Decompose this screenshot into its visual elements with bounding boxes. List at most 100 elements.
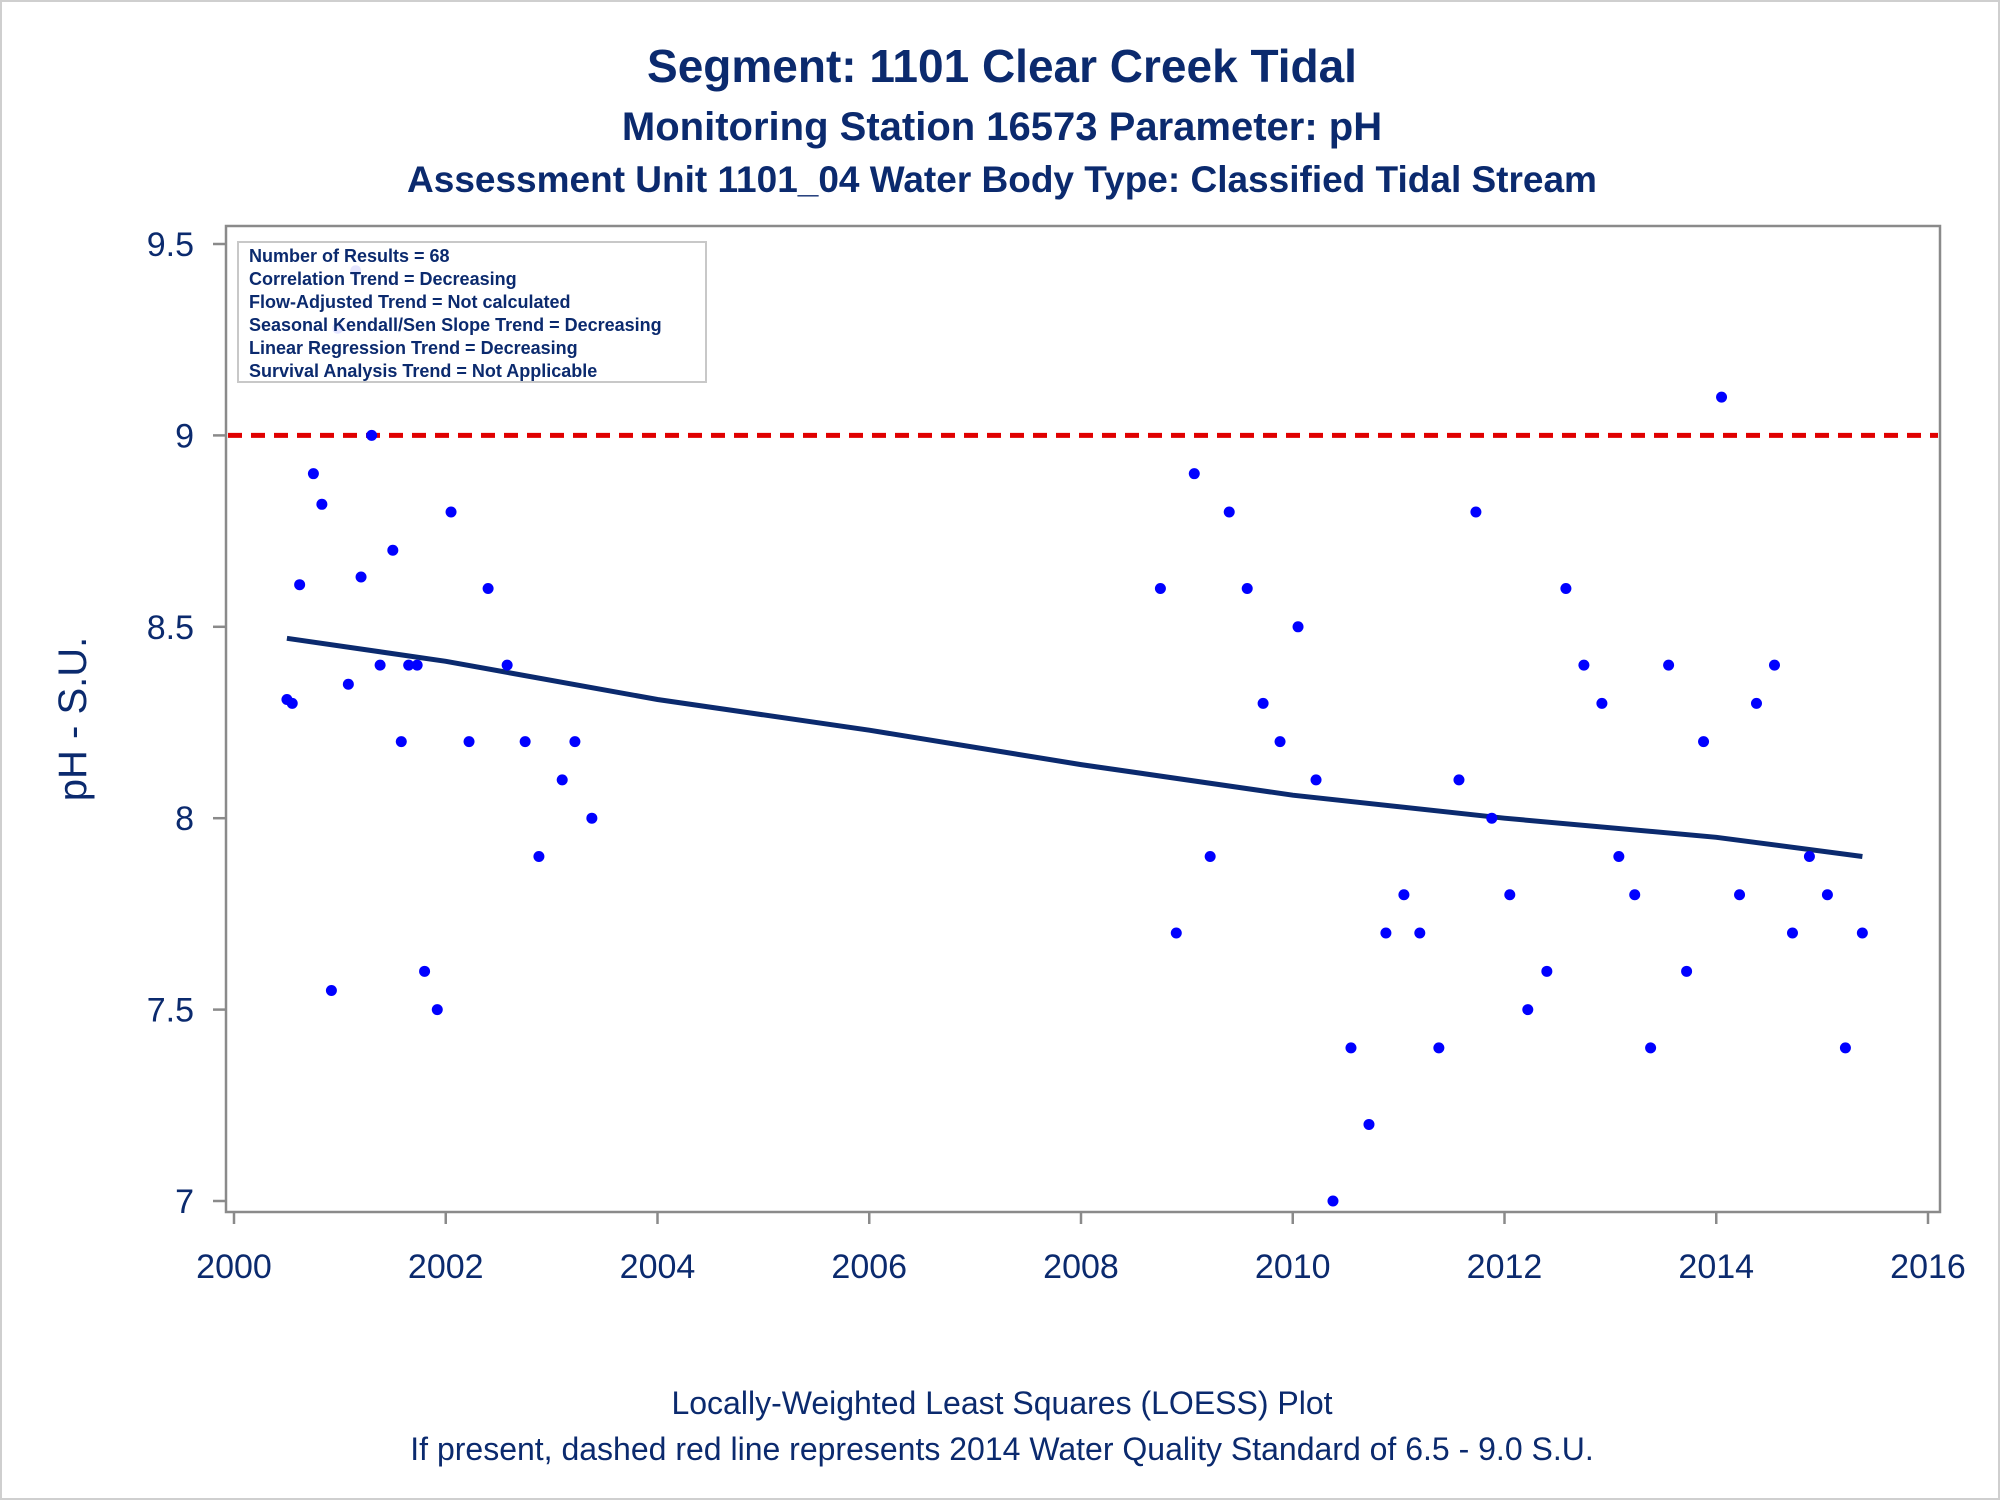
- data-point: [1681, 965, 1693, 977]
- stats-flow-adjusted-trend: Flow-Adjusted Trend = Not calculated: [249, 292, 571, 312]
- data-point: [1274, 736, 1286, 748]
- x-tick-label: 2012: [1467, 1248, 1543, 1286]
- data-point: [1170, 927, 1182, 939]
- data-point: [1470, 506, 1482, 518]
- data-point: [1486, 812, 1498, 824]
- chart-title: Segment: 1101 Clear Creek Tidal: [647, 40, 1357, 92]
- y-tick-label: 8.5: [147, 609, 194, 647]
- data-point: [1750, 697, 1762, 709]
- stats-survival-analysis-trend: Survival Analysis Trend = Not Applicable: [249, 361, 597, 381]
- data-point: [1327, 1195, 1339, 1207]
- data-point: [366, 429, 378, 441]
- data-point: [1522, 1004, 1534, 1016]
- data-points: [281, 265, 1868, 1207]
- y-tick-label: 9: [175, 417, 194, 455]
- data-point: [482, 583, 494, 595]
- trend-stats-box: Number of Results = 68 Correlation Trend…: [237, 241, 707, 383]
- data-point: [1839, 1042, 1851, 1054]
- x-axis: 2000 2002 2004 2006 2008 2010 2012 2014 2016: [196, 1212, 1966, 1286]
- data-point: [1734, 889, 1746, 901]
- data-point: [1414, 927, 1426, 939]
- data-point: [1821, 889, 1833, 901]
- x-tick-label: 2004: [620, 1248, 696, 1286]
- data-point: [1292, 621, 1304, 633]
- footnote-standard: If present, dashed red line represents 2…: [410, 1431, 1593, 1467]
- stats-correlation-trend: Correlation Trend = Decreasing: [249, 269, 517, 289]
- data-point: [1453, 774, 1465, 786]
- data-point: [586, 812, 598, 824]
- data-point: [307, 468, 319, 480]
- y-axis-label: pH - S.U.: [51, 637, 95, 801]
- data-point: [411, 659, 423, 671]
- data-point: [395, 736, 407, 748]
- data-point: [463, 736, 475, 748]
- data-point: [519, 736, 531, 748]
- data-point: [1257, 697, 1269, 709]
- data-point: [325, 984, 337, 996]
- data-point: [1541, 965, 1553, 977]
- x-tick-label: 2002: [408, 1248, 484, 1286]
- data-point: [533, 850, 545, 862]
- data-point: [501, 659, 513, 671]
- data-point: [1380, 927, 1392, 939]
- data-point: [403, 659, 415, 671]
- stats-box-frame: [237, 241, 707, 383]
- data-point: [556, 774, 568, 786]
- data-point: [1560, 583, 1572, 595]
- data-point: [1578, 659, 1590, 671]
- x-tick-label: 2014: [1678, 1248, 1754, 1286]
- footnote-loess: Locally-Weighted Least Squares (LOESS) P…: [671, 1385, 1332, 1421]
- data-point: [1363, 1118, 1375, 1130]
- x-tick-label: 2006: [831, 1248, 907, 1286]
- data-point: [286, 697, 298, 709]
- data-point: [431, 1004, 443, 1016]
- data-point: [1188, 468, 1200, 480]
- data-point: [1433, 1042, 1445, 1054]
- data-point: [1398, 889, 1410, 901]
- data-point: [355, 571, 367, 583]
- data-point: [1223, 506, 1235, 518]
- y-axis: 7 7.5 8 8.5 9 9.5: [147, 226, 226, 1221]
- data-point: [1645, 1042, 1657, 1054]
- y-tick-label: 7.5: [147, 992, 194, 1030]
- data-point: [569, 736, 581, 748]
- data-point: [1856, 927, 1868, 939]
- x-tick-label: 2000: [196, 1248, 272, 1286]
- stats-linear-regression-trend: Linear Regression Trend = Decreasing: [249, 338, 578, 358]
- data-point: [1310, 774, 1322, 786]
- y-tick-label: 8: [175, 800, 194, 838]
- x-tick-label: 2016: [1890, 1248, 1966, 1286]
- data-point: [1241, 583, 1253, 595]
- y-tick-label: 9.5: [147, 226, 194, 264]
- data-point: [1768, 659, 1780, 671]
- data-point: [1504, 889, 1516, 901]
- data-point: [1663, 659, 1675, 671]
- data-point: [445, 506, 457, 518]
- stats-seasonal-kendall-trend: Seasonal Kendall/Sen Slope Trend = Decre…: [249, 315, 662, 335]
- data-point: [1204, 850, 1216, 862]
- x-tick-label: 2008: [1043, 1248, 1119, 1286]
- data-point: [316, 498, 328, 510]
- data-point: [1803, 850, 1815, 862]
- stats-number-of-results: Number of Results = 68: [249, 246, 450, 266]
- x-tick-label: 2010: [1255, 1248, 1331, 1286]
- data-point: [1629, 889, 1641, 901]
- data-point: [387, 544, 399, 556]
- loess-trend-line: [286, 635, 1863, 859]
- chart-subtitle: Monitoring Station 16573 Parameter: pH: [622, 105, 1382, 149]
- y-tick-label: 7: [175, 1183, 194, 1221]
- data-point: [1613, 850, 1625, 862]
- data-point: [294, 579, 306, 591]
- chart-subtitle-2: Assessment Unit 1101_04 Water Body Type:…: [407, 159, 1597, 200]
- data-point: [374, 659, 386, 671]
- data-point: [419, 965, 431, 977]
- data-point: [1716, 391, 1728, 403]
- data-point: [342, 678, 354, 690]
- data-point: [1596, 697, 1608, 709]
- data-point: [1698, 736, 1710, 748]
- data-point: [1345, 1042, 1357, 1054]
- data-point: [1154, 583, 1166, 595]
- data-point: [1786, 927, 1798, 939]
